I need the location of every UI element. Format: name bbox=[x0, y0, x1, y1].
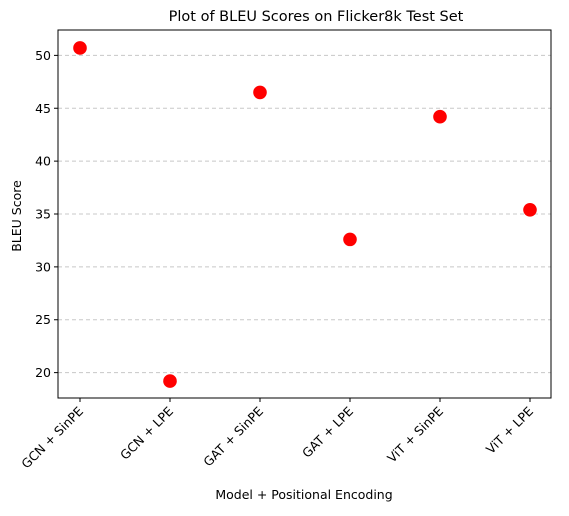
y-tick-label: 25 bbox=[35, 312, 51, 327]
points-layer bbox=[73, 41, 537, 388]
data-point bbox=[73, 41, 87, 55]
y-tick-label: 45 bbox=[35, 101, 51, 116]
grid-layer bbox=[58, 54, 551, 374]
y-axis-label: BLEU Score bbox=[9, 180, 24, 252]
data-point bbox=[343, 232, 357, 247]
y-tick-label: 40 bbox=[35, 154, 51, 169]
x-axis-label: Model + Positional Encoding bbox=[215, 487, 392, 502]
data-point bbox=[523, 202, 537, 217]
y-tick-label: 30 bbox=[35, 259, 51, 274]
y-tick-label: 50 bbox=[35, 48, 51, 63]
data-point bbox=[433, 109, 447, 124]
data-point bbox=[163, 374, 177, 388]
chart-title: Plot of BLEU Scores on Flicker8k Test Se… bbox=[169, 9, 464, 25]
data-point bbox=[253, 85, 267, 100]
y-tick-label: 35 bbox=[35, 207, 51, 222]
y-tick-label: 20 bbox=[35, 365, 51, 380]
